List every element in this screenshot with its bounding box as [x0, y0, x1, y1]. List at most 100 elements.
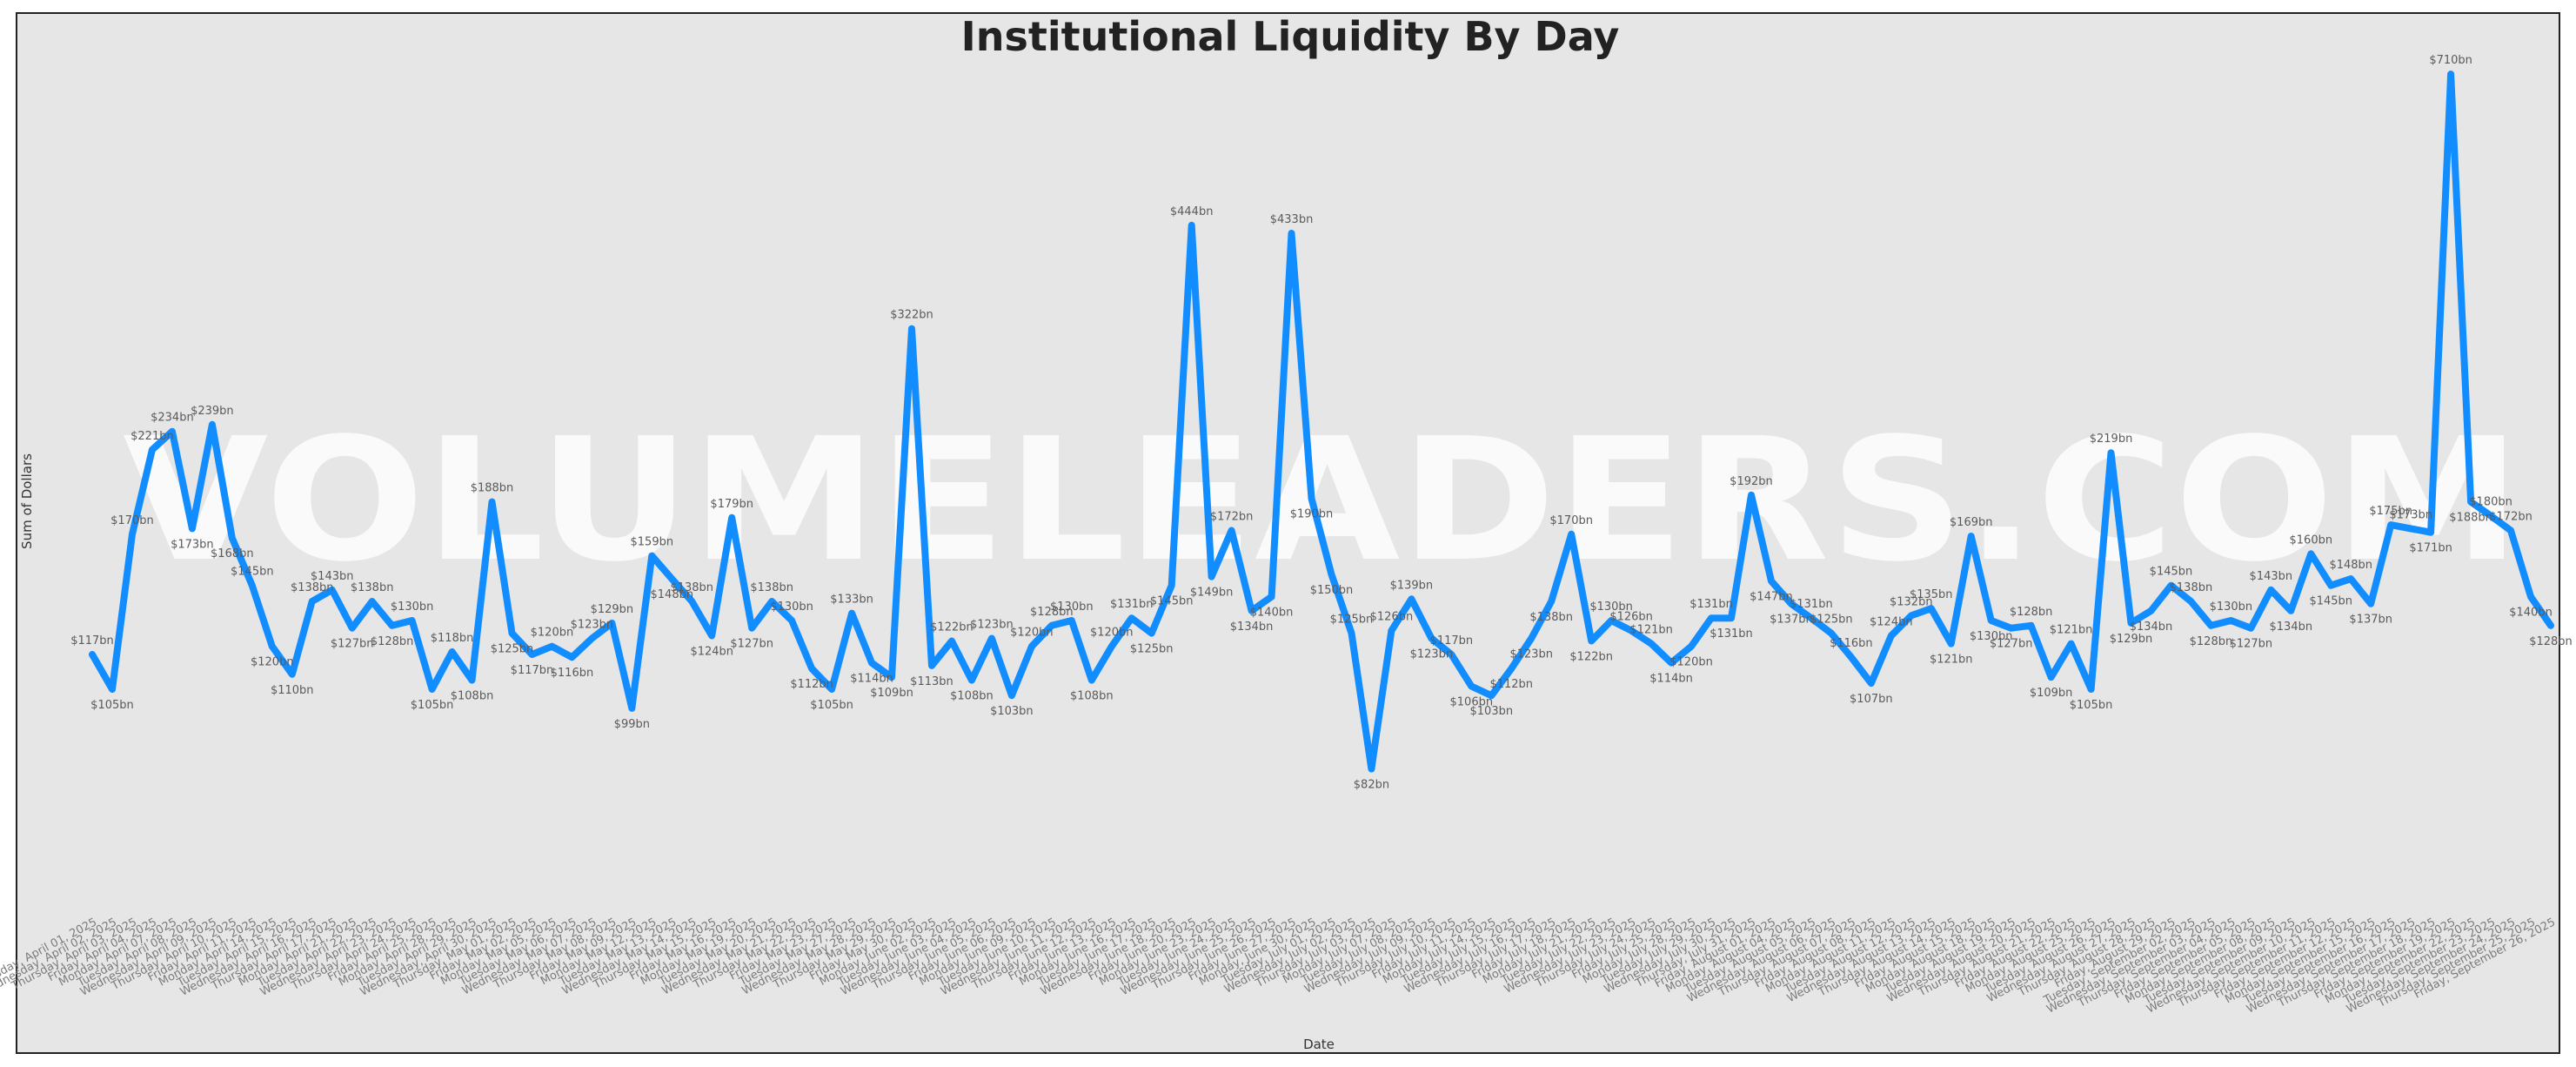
data-label: $105bn: [411, 699, 454, 712]
chart-title: Institutional Liquidity By Day: [961, 13, 1620, 60]
data-label: $118bn: [431, 632, 474, 645]
data-label: $120bn: [531, 627, 574, 640]
data-label: $150bn: [1310, 584, 1354, 597]
data-label: $234bn: [151, 412, 194, 425]
data-label: $116bn: [1830, 637, 1873, 650]
data-label: $138bn: [351, 581, 394, 594]
x-axis-title: Date: [1303, 1037, 1335, 1052]
data-label: $123bn: [970, 619, 1014, 632]
data-label: $148bn: [651, 588, 694, 601]
data-label: $127bn: [2230, 638, 2273, 651]
data-label: $122bn: [1569, 651, 1613, 664]
data-label: $134bn: [2130, 621, 2173, 634]
data-label: $109bn: [2030, 687, 2073, 700]
data-label: $114bn: [1649, 673, 1693, 686]
data-label: $108bn: [1070, 690, 1114, 703]
data-label: $121bn: [2050, 624, 2093, 637]
data-label: $145bn: [231, 566, 274, 579]
data-label: $145bn: [2150, 566, 2193, 579]
data-label: $125bn: [1330, 614, 1374, 627]
data-label: $131bn: [1110, 598, 1154, 611]
data-label: $126bn: [1609, 611, 1653, 624]
data-label: $109bn: [870, 687, 913, 700]
data-label: $173bn: [171, 538, 214, 551]
data-label: $137bn: [1770, 614, 1813, 627]
data-label: $170bn: [110, 514, 154, 527]
data-label: $105bn: [810, 699, 853, 712]
data-label: $127bn: [730, 638, 773, 651]
data-label: $123bn: [1509, 648, 1553, 661]
data-label: $145bn: [1150, 595, 1194, 608]
data-label: $138bn: [2170, 581, 2213, 594]
data-label: $125bn: [491, 643, 534, 656]
data-label: $105bn: [2070, 699, 2113, 712]
data-label: $116bn: [551, 667, 594, 680]
data-label: $131bn: [1710, 627, 1753, 641]
data-label: $170bn: [1549, 514, 1593, 527]
data-label: $128bn: [2190, 635, 2233, 648]
data-label: $169bn: [1950, 516, 1993, 529]
data-label: $132bn: [1890, 595, 1933, 608]
chart-frame: [16, 12, 2560, 1054]
data-label: $710bn: [2429, 54, 2472, 67]
data-label: $139bn: [1390, 579, 1434, 592]
data-label: $135bn: [1910, 588, 1953, 601]
data-label: $149bn: [1190, 587, 1234, 600]
data-label: $159bn: [631, 536, 674, 549]
data-label: $128bn: [2010, 606, 2053, 619]
data-label: $128bn: [371, 635, 414, 648]
data-label: $148bn: [2329, 559, 2372, 572]
data-label: $433bn: [1270, 213, 1314, 226]
data-label: $130bn: [1970, 630, 2013, 643]
data-label: $123bn: [1410, 648, 1454, 661]
data-label: $130bn: [1589, 601, 1633, 614]
data-label: $130bn: [770, 601, 813, 614]
data-label: $122bn: [930, 621, 974, 634]
y-axis-title: Sum of Dollars: [19, 453, 35, 549]
data-label: $179bn: [710, 498, 753, 511]
data-label: $121bn: [1930, 654, 1973, 667]
data-label: $125bn: [1130, 643, 1174, 656]
data-label: $129bn: [2110, 633, 2153, 646]
data-label: $106bn: [1450, 696, 1494, 709]
data-label: $121bn: [1629, 624, 1673, 637]
data-label: $173bn: [2389, 508, 2432, 521]
data-label: $168bn: [211, 547, 254, 560]
data-label: $138bn: [750, 581, 793, 594]
data-label: $108bn: [451, 690, 494, 703]
data-label: $147bn: [1750, 591, 1793, 604]
data-label: $112bn: [1489, 678, 1533, 691]
data-label: $134bn: [2270, 621, 2313, 634]
data-label: $82bn: [1354, 778, 1389, 791]
data-label: $322bn: [890, 309, 933, 322]
data-label: $125bn: [1810, 614, 1853, 627]
data-label: $130bn: [2210, 601, 2253, 614]
data-label: $188bn: [471, 482, 514, 495]
data-label: $221bn: [130, 430, 174, 443]
data-label: $117bn: [511, 664, 554, 677]
data-label: $172bn: [1210, 511, 1254, 524]
data-label: $175bn: [2369, 505, 2412, 518]
data-label: $120bn: [1669, 656, 1713, 669]
data-label: $128bn: [1030, 606, 1074, 619]
data-label: $129bn: [591, 603, 634, 616]
data-label: $127bn: [1990, 638, 2033, 651]
data-label: $137bn: [2349, 614, 2392, 627]
data-label: $140bn: [1250, 607, 1294, 620]
data-label: $120bn: [1010, 627, 1054, 640]
data-label: $108bn: [950, 690, 994, 703]
data-label: $110bn: [271, 684, 314, 697]
data-label: $128bn: [2529, 635, 2573, 648]
data-label: $138bn: [1529, 611, 1573, 624]
data-label: $120bn: [1090, 627, 1134, 640]
data-label: $133bn: [830, 594, 873, 607]
data-label: $143bn: [311, 570, 354, 583]
data-line: [89, 70, 2554, 773]
data-label: $131bn: [1689, 598, 1733, 611]
data-label: $120bn: [251, 656, 294, 669]
data-label: $130bn: [1050, 601, 1094, 614]
data-label: $103bn: [990, 705, 1034, 718]
data-label: $219bn: [2090, 433, 2133, 446]
data-label: $180bn: [2469, 496, 2512, 509]
